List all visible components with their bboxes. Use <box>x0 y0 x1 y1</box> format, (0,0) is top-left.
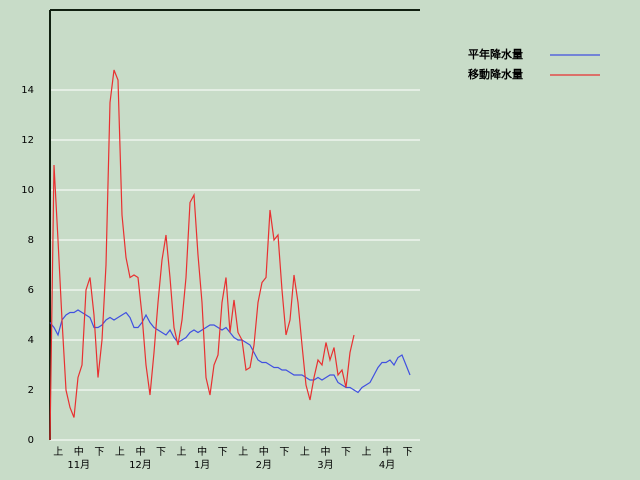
month-label: 1月 <box>194 459 210 471</box>
x-tick-label: 下 <box>156 447 166 458</box>
y-tick-label: 4 <box>28 335 34 346</box>
y-tick-label: 6 <box>28 285 34 296</box>
legend-label: 移動降水量 <box>468 67 523 81</box>
x-tick-label: 上 <box>115 446 125 458</box>
x-tick-label: 上 <box>53 446 63 458</box>
x-tick-label: 下 <box>94 447 104 458</box>
x-tick-label: 中 <box>74 445 84 458</box>
x-tick-label: 上 <box>177 446 187 458</box>
x-tick-label: 中 <box>259 445 269 458</box>
month-label: 12月 <box>129 459 152 471</box>
month-label: 3月 <box>317 459 333 471</box>
y-tick-label: 12 <box>21 135 34 146</box>
month-label: 4月 <box>379 459 395 471</box>
x-tick-label: 中 <box>320 445 330 458</box>
y-tick-label: 8 <box>28 235 34 246</box>
legend-label: 平年降水量 <box>468 47 523 61</box>
x-tick-label: 中 <box>197 445 207 458</box>
y-tick-label: 10 <box>21 185 34 196</box>
x-tick-label: 下 <box>218 447 228 458</box>
y-tick-label: 0 <box>28 435 34 446</box>
month-label: 11月 <box>67 459 90 471</box>
x-tick-label: 上 <box>238 446 248 458</box>
x-tick-label: 下 <box>341 447 351 458</box>
x-tick-label: 中 <box>135 445 145 458</box>
x-tick-label: 上 <box>362 446 372 458</box>
y-tick-label: 14 <box>21 85 34 96</box>
data-line <box>49 69 355 441</box>
x-tick-label: 上 <box>300 446 310 458</box>
x-tick-label: 下 <box>279 447 289 458</box>
data-line <box>49 309 411 394</box>
x-tick-label: 中 <box>382 445 392 458</box>
y-tick-label: 2 <box>28 385 34 396</box>
month-label: 2月 <box>256 459 272 471</box>
x-tick-label: 下 <box>403 447 413 458</box>
